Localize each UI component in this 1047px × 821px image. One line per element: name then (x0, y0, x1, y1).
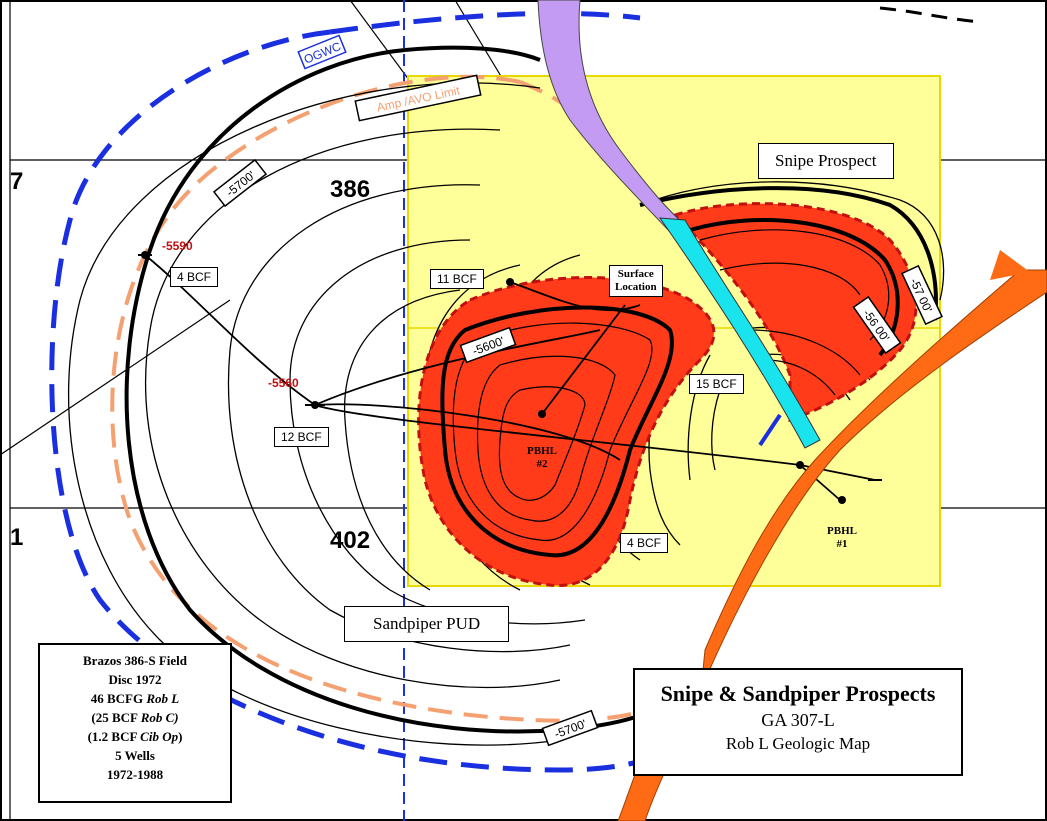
contour-5700-north (404, 45, 541, 62)
fault-orange-tip (990, 250, 1030, 280)
svg-text:-5560: -5560 (268, 376, 299, 390)
reserve-label-12bcf: 12 BCF (274, 427, 329, 447)
block-number-1: 1 (10, 524, 24, 551)
field-info-reserves-rob-l-value: 46 BCFG (90, 691, 147, 706)
blue-fault-segment (758, 413, 782, 447)
field-info-reserves-rob-l-zone: Rob L (146, 691, 180, 706)
block-number-402: 402 (330, 527, 371, 554)
reservoir-west (417, 276, 716, 588)
map-title-box: Snipe & Sandpiper Prospects GA 307-L Rob… (633, 668, 963, 776)
map-subtitle-block: GA 307-L (761, 710, 835, 730)
field-info-reserves-rob-c-value: (25 BCF (91, 710, 141, 725)
field-info-wells: 5 Wells (115, 748, 155, 763)
ogwc-label: OGWC (297, 34, 347, 70)
sandpiper-pud-label: Sandpiper PUD (344, 606, 510, 642)
pbhl-1-label: PBHL #1 (822, 525, 862, 551)
surface-location-label: Surface Location (609, 265, 663, 297)
snipe-prospect-label: Snipe Prospect (758, 143, 894, 179)
field-info-box: Brazos 386-S Field Disc 1972 46 BCFG Rob… (38, 643, 232, 803)
contour-5600-east (689, 218, 900, 357)
field-info-reserves-cib-op: (1.2 BCF Cib Op) (40, 727, 230, 746)
field-info-reserves-cib-op-close: ) (178, 729, 183, 744)
pbhl-1-marker (838, 496, 846, 504)
pbhl-2-line1: PBHL (527, 445, 557, 457)
contour-label-5700-nw: -5700' (212, 158, 268, 208)
map-subtitle-type: Rob L Geologic Map (725, 734, 871, 753)
ogwc-contact-north (329, 10, 641, 35)
field-info-name: Brazos 386-S Field (83, 653, 187, 668)
field-info-years: 1972-1988 (106, 767, 164, 782)
field-info-reserves-cib-op-value: (1.2 BCF (87, 729, 141, 744)
field-info-reserves-rob-l: 46 BCFG Rob L (40, 689, 230, 708)
field-info-reserves-rob-c-zone: Rob C) (140, 710, 179, 725)
ogwc-contact (49, 29, 672, 773)
reservoir-contours (452, 229, 890, 542)
contour-5600-west (440, 305, 674, 558)
reservoir-east (672, 202, 918, 423)
amp-avo-limit (110, 74, 641, 723)
contour-5700-east (639, 186, 938, 321)
fault-cyan (658, 217, 821, 449)
field-info-discovery: Disc 1972 (108, 672, 162, 687)
reserve-label-11bcf: 11 BCF (430, 269, 484, 289)
reserve-label-4bcf-s: 4 BCF (620, 533, 669, 553)
map-title: Snipe & Sandpiper Prospects (660, 681, 936, 706)
pbhl-1-line1: PBHL (827, 525, 857, 537)
block-number-7: 7 (10, 168, 24, 195)
pbhl-2-line2: #2 (536, 458, 548, 470)
pbhl-2-marker (538, 410, 546, 418)
pbhl-2-label: PBHL #2 (522, 445, 562, 471)
reserve-label-4bcf-nw: 4 BCF (170, 267, 219, 287)
surface-location-line1: Surface (617, 268, 654, 280)
red-well-symbols: -5590 -5560 (162, 239, 299, 390)
block-number-386: 386 (330, 176, 371, 203)
pbhl-1-line2: #1 (836, 538, 848, 550)
fault-dashed-ne (879, 6, 981, 24)
reserve-label-15bcf: 15 BCF (689, 374, 744, 394)
contour-label-5700-s: -5700' (541, 709, 599, 747)
field-info-reserves-rob-c: (25 BCF Rob C) (40, 708, 230, 727)
svg-text:-5590: -5590 (162, 239, 193, 253)
surface-location-line2: Location (615, 281, 657, 293)
field-info-reserves-cib-op-zone: Cib Op (140, 729, 179, 744)
well-markers (138, 251, 882, 504)
